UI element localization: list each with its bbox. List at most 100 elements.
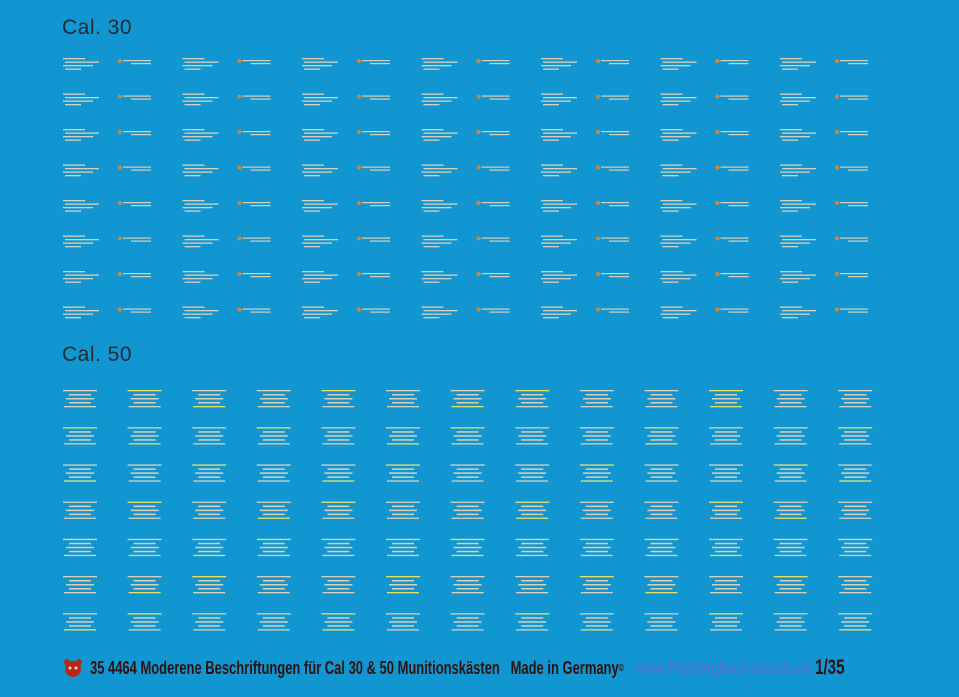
cal50-decal xyxy=(127,390,162,408)
cal50-decal xyxy=(644,390,679,408)
scale-label: 1/35 xyxy=(815,656,845,679)
made-mark: © xyxy=(618,662,624,674)
cal50-decal xyxy=(709,427,743,445)
cal30-decal xyxy=(660,235,749,248)
cal50-decal xyxy=(256,390,291,408)
cal50-decal xyxy=(192,427,227,445)
cal30-decal xyxy=(780,58,868,70)
cal30-decal xyxy=(182,271,271,283)
cal50-decal xyxy=(63,538,97,557)
product-description: Moderene Beschriftungen für Cal 30 & 50 … xyxy=(140,657,500,678)
cal30-decal xyxy=(660,58,749,70)
cal50-decal xyxy=(644,613,679,631)
cal50-decal xyxy=(127,538,162,557)
product-code: 35 4464 xyxy=(90,657,137,678)
cal30-decal xyxy=(421,129,510,141)
cal30-decal xyxy=(660,306,749,319)
cal30-decal xyxy=(302,93,390,106)
cal30-decal xyxy=(421,271,510,283)
cal50-decal xyxy=(515,427,550,445)
cal50-decal xyxy=(773,501,808,519)
cal30-decal xyxy=(302,235,390,248)
cal50-decal xyxy=(386,464,420,482)
cal30-decal xyxy=(302,271,390,283)
cal30-decal xyxy=(541,306,629,319)
cal50-decal xyxy=(63,427,97,445)
cal30-decal xyxy=(780,200,868,212)
cal50-decal xyxy=(192,576,227,594)
cal50-decal xyxy=(838,427,873,445)
cal50-decal xyxy=(579,538,614,557)
cal30-decal xyxy=(63,93,151,106)
cal30-decal xyxy=(780,164,868,177)
cal50-decal xyxy=(838,613,873,631)
footer: 35 4464 Moderene Beschriftungen für Cal … xyxy=(62,656,959,680)
cal50-decal xyxy=(321,538,356,557)
cal50-decal xyxy=(644,576,679,594)
cal50-decal xyxy=(450,427,485,445)
cal50-decal xyxy=(579,501,614,519)
cal50-decal xyxy=(773,576,808,594)
cal30-decal xyxy=(541,235,629,248)
cal30-title: Cal. 30 xyxy=(62,16,133,39)
cal50-decal xyxy=(709,390,743,408)
cal50-decal xyxy=(515,501,550,519)
cal50-decal xyxy=(321,613,356,631)
cal50-decal xyxy=(127,427,162,445)
cal30-decal xyxy=(63,306,151,319)
cal30-decal xyxy=(660,200,749,212)
cal30-decal xyxy=(182,200,271,212)
cal50-decal xyxy=(579,613,614,631)
website-link[interactable]: www.Peddinghaus-decals.de xyxy=(634,657,813,678)
cal50-decal xyxy=(321,464,356,482)
cal30-decal xyxy=(302,129,390,141)
cal30-decal xyxy=(541,164,629,177)
cal50-decal xyxy=(644,427,679,445)
cal50-decal xyxy=(644,501,679,519)
cal30-decal xyxy=(182,235,271,248)
cal50-decal xyxy=(256,538,291,557)
cal50-decal xyxy=(386,501,420,519)
cal30-decal xyxy=(63,200,151,212)
cal50-decal xyxy=(838,501,873,519)
cal50-decal xyxy=(773,464,808,482)
cal50-decal xyxy=(321,501,356,519)
cal50-decal xyxy=(515,538,550,557)
cal50-decal xyxy=(127,464,162,482)
cal30-decal xyxy=(182,164,271,177)
cal30-decal xyxy=(182,58,271,70)
cal50-decal xyxy=(127,613,162,631)
cal50-decal xyxy=(515,613,550,631)
cal30-decal xyxy=(421,58,510,70)
cal50-decal xyxy=(579,390,614,408)
cal30-decal xyxy=(63,271,151,283)
cal50-decal xyxy=(256,576,291,594)
cal50-decal xyxy=(838,390,873,408)
cal50-decal xyxy=(386,576,420,594)
cal30-decal xyxy=(780,129,868,141)
cal30-decal xyxy=(660,271,749,283)
cal50-decal xyxy=(256,501,291,519)
cal50-decal xyxy=(192,538,227,557)
cal50-decal xyxy=(579,427,614,445)
cal50-decal xyxy=(321,390,356,408)
cal50-decal xyxy=(127,576,162,594)
cal50-decal xyxy=(450,390,485,408)
cal30-decal xyxy=(660,93,749,106)
cal50-decal xyxy=(256,427,291,445)
cal30-decal xyxy=(421,306,510,319)
cal30-decal xyxy=(302,200,390,212)
cal50-decal xyxy=(579,464,614,482)
cal50-decal xyxy=(773,538,808,557)
cal50-decal xyxy=(515,464,550,482)
cal30-decal xyxy=(541,93,629,106)
cal50-decal xyxy=(192,613,227,631)
footer-text: 35 4464 Moderene Beschriftungen für Cal … xyxy=(90,656,844,680)
cal30-decal xyxy=(660,164,749,177)
cal30-decal xyxy=(63,58,151,70)
cal50-decal xyxy=(63,613,97,631)
cal30-decal xyxy=(780,93,868,106)
cal50-decal xyxy=(773,390,808,408)
cal30-decal xyxy=(63,235,151,248)
